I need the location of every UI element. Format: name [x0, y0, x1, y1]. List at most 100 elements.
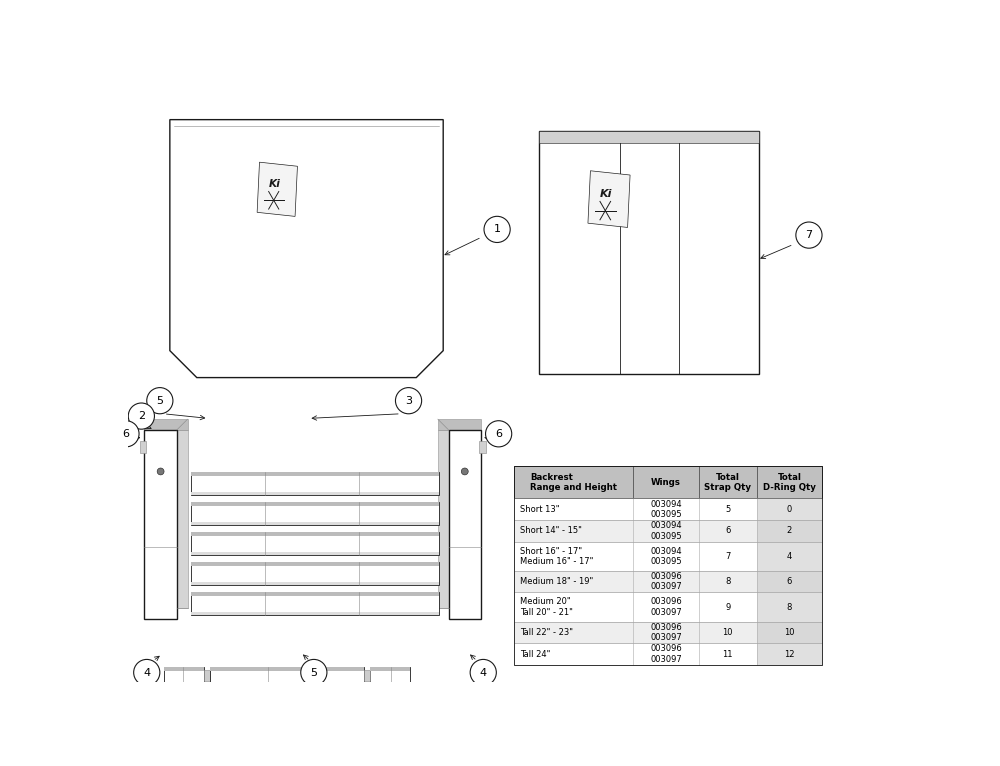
- Bar: [191, 492, 439, 495]
- Bar: [479, 441, 486, 453]
- Text: 6: 6: [495, 429, 502, 439]
- Text: 003094
003095: 003094 003095: [650, 499, 682, 519]
- Bar: [177, 430, 188, 607]
- Text: 8: 8: [787, 603, 792, 611]
- Text: 8: 8: [725, 577, 730, 586]
- Bar: [757, 571, 822, 592]
- Bar: [210, 693, 364, 697]
- Bar: [364, 696, 370, 707]
- Text: 4: 4: [787, 552, 792, 561]
- Bar: [191, 581, 439, 584]
- Bar: [164, 667, 204, 671]
- Bar: [514, 643, 822, 665]
- Bar: [164, 693, 204, 710]
- Bar: [514, 499, 822, 520]
- Text: 2: 2: [787, 526, 792, 535]
- Bar: [191, 532, 439, 555]
- Text: 6: 6: [725, 526, 730, 535]
- Bar: [514, 571, 822, 592]
- Bar: [210, 693, 364, 710]
- Text: 6: 6: [122, 429, 129, 439]
- Bar: [514, 592, 822, 622]
- Bar: [144, 419, 188, 430]
- Circle shape: [395, 388, 422, 414]
- Circle shape: [157, 468, 164, 475]
- Circle shape: [134, 660, 160, 686]
- Circle shape: [470, 660, 496, 686]
- Text: Total
Strap Qty: Total Strap Qty: [704, 473, 751, 492]
- Circle shape: [796, 222, 822, 248]
- Bar: [514, 622, 822, 643]
- Text: Medium 18" - 19": Medium 18" - 19": [520, 577, 593, 586]
- Bar: [191, 502, 439, 506]
- Bar: [514, 542, 822, 571]
- Bar: [757, 542, 822, 571]
- Bar: [191, 552, 439, 555]
- Bar: [449, 430, 481, 619]
- Circle shape: [113, 421, 139, 447]
- Bar: [514, 466, 822, 665]
- Bar: [210, 667, 364, 671]
- Text: 0: 0: [787, 505, 792, 514]
- Bar: [514, 466, 822, 499]
- Text: 003096
003097: 003096 003097: [650, 623, 682, 642]
- Bar: [370, 667, 410, 671]
- Bar: [514, 520, 822, 542]
- Text: 5: 5: [310, 667, 317, 677]
- Circle shape: [147, 388, 173, 414]
- Bar: [438, 430, 449, 607]
- Circle shape: [461, 468, 468, 475]
- Text: Short 16" - 17"
Medium 16" - 17": Short 16" - 17" Medium 16" - 17": [520, 546, 594, 566]
- Text: 3: 3: [405, 396, 412, 406]
- Bar: [191, 612, 439, 615]
- Text: 11: 11: [722, 650, 733, 659]
- Text: 6: 6: [787, 577, 792, 586]
- Text: 003096
003097: 003096 003097: [650, 597, 682, 617]
- Bar: [514, 499, 822, 520]
- Bar: [370, 667, 410, 684]
- Circle shape: [128, 403, 154, 429]
- Bar: [514, 466, 822, 499]
- Circle shape: [301, 660, 327, 686]
- Bar: [191, 502, 439, 525]
- Polygon shape: [257, 162, 297, 216]
- Text: 1: 1: [494, 224, 501, 234]
- Text: 9: 9: [725, 603, 730, 611]
- Bar: [370, 693, 410, 697]
- Text: 12: 12: [784, 650, 795, 659]
- Bar: [191, 591, 439, 596]
- Bar: [539, 131, 759, 374]
- Bar: [204, 696, 210, 707]
- Bar: [757, 592, 822, 622]
- Bar: [210, 667, 364, 684]
- Text: 4: 4: [480, 667, 487, 677]
- Bar: [514, 592, 822, 622]
- Bar: [514, 622, 822, 643]
- Text: Wings: Wings: [651, 478, 681, 487]
- Bar: [438, 419, 481, 430]
- Text: Backrest
Range and Height: Backrest Range and Height: [530, 473, 617, 492]
- Bar: [204, 670, 210, 681]
- Text: 4: 4: [143, 667, 150, 677]
- Bar: [191, 532, 439, 536]
- Bar: [757, 622, 822, 643]
- Text: 5: 5: [156, 396, 163, 406]
- Text: 003094
003095: 003094 003095: [650, 546, 682, 566]
- Text: 2: 2: [138, 411, 145, 421]
- Text: 003096
003097: 003096 003097: [650, 572, 682, 591]
- Bar: [514, 643, 822, 665]
- Bar: [164, 667, 204, 684]
- Bar: [191, 472, 439, 476]
- Text: 7: 7: [725, 552, 730, 561]
- Text: 10: 10: [784, 628, 795, 637]
- Text: 003096
003097: 003096 003097: [650, 644, 682, 663]
- Bar: [514, 520, 822, 542]
- Text: 003094
003095: 003094 003095: [650, 521, 682, 541]
- Bar: [364, 670, 370, 681]
- Text: Medium 20"
Tall 20" - 21": Medium 20" Tall 20" - 21": [520, 597, 573, 617]
- Text: Ki: Ki: [600, 188, 612, 199]
- Text: Ki: Ki: [269, 179, 281, 189]
- Text: Tall 22" - 23": Tall 22" - 23": [520, 628, 573, 637]
- Text: Short 14" - 15": Short 14" - 15": [520, 526, 582, 535]
- Bar: [757, 520, 822, 542]
